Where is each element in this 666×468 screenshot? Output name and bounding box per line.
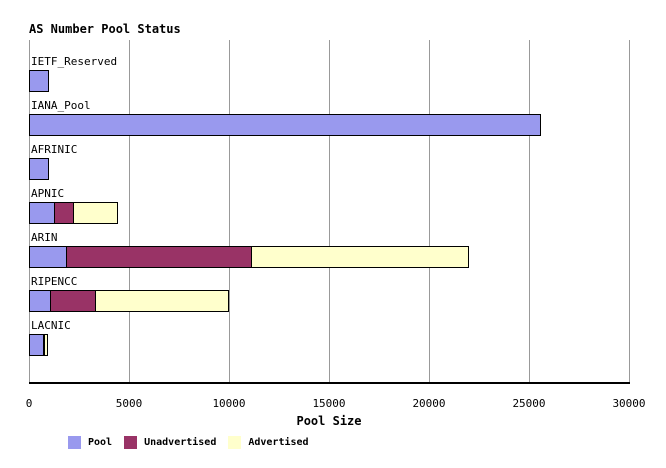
bar-segment-pool xyxy=(29,246,67,268)
bar-iana_pool xyxy=(29,114,541,136)
legend-label-unadvertised: Unadvertised xyxy=(144,437,217,448)
legend-item-advertised: Advertised xyxy=(228,436,309,449)
x-tick-label: 25000 xyxy=(512,397,546,410)
bar-arin xyxy=(29,246,469,268)
chart-title: AS Number Pool Status xyxy=(29,22,181,36)
bar-ietf_reserved xyxy=(29,70,49,92)
bar-segment-advertised xyxy=(251,246,469,268)
legend-label-advertised: Advertised xyxy=(248,437,309,448)
legend-swatch-pool xyxy=(68,436,81,449)
x-axis-line xyxy=(29,382,630,384)
bar-segment-unadvertised xyxy=(54,202,74,224)
category-label-afrinic: AFRINIC xyxy=(31,143,78,156)
category-label-lacnic: LACNIC xyxy=(31,319,71,332)
bar-segment-pool xyxy=(29,114,541,136)
gridline-10000 xyxy=(229,40,230,382)
gridline-30000 xyxy=(629,40,630,382)
x-tick-label: 10000 xyxy=(212,397,246,410)
gridline-5000 xyxy=(129,40,130,382)
x-tick-label: 0 xyxy=(25,397,33,410)
category-label-iana_pool: IANA_Pool xyxy=(31,99,91,112)
gridline-25000 xyxy=(529,40,530,382)
legend-label-pool: Pool xyxy=(88,437,113,448)
bar-segment-pool xyxy=(29,334,44,356)
bar-afrinic xyxy=(29,158,49,180)
gridline-15000 xyxy=(329,40,330,382)
legend-swatch-advertised xyxy=(228,436,242,449)
x-tick-label: 30000 xyxy=(612,397,646,410)
bar-segment-pool xyxy=(29,202,55,224)
bar-segment-advertised xyxy=(95,290,229,312)
bar-segment-unadvertised xyxy=(50,290,96,312)
legend-item-pool: Pool xyxy=(68,436,112,449)
x-tick-label: 5000 xyxy=(115,397,143,410)
bar-ripencc xyxy=(29,290,229,312)
legend: Pool Unadvertised Advertised xyxy=(68,436,321,449)
legend-item-unadvertised: Unadvertised xyxy=(124,436,216,449)
bar-segment-unadvertised xyxy=(66,246,252,268)
bar-segment-pool xyxy=(29,158,49,180)
bar-apnic xyxy=(29,202,118,224)
category-label-apnic: APNIC xyxy=(31,187,65,200)
bar-segment-advertised xyxy=(73,202,118,224)
category-label-ietf_reserved: IETF_Reserved xyxy=(31,55,118,68)
bar-segment-pool xyxy=(29,290,51,312)
gridline-20000 xyxy=(429,40,430,382)
legend-swatch-unadvertised xyxy=(124,436,138,449)
bar-lacnic xyxy=(29,334,48,356)
x-axis-title: Pool Size xyxy=(296,414,362,428)
bar-segment-advertised xyxy=(44,334,48,356)
x-tick-label: 15000 xyxy=(312,397,346,410)
category-label-arin: ARIN xyxy=(31,231,58,244)
bar-segment-pool xyxy=(29,70,49,92)
x-tick-label: 20000 xyxy=(412,397,446,410)
category-label-ripencc: RIPENCC xyxy=(31,275,78,288)
